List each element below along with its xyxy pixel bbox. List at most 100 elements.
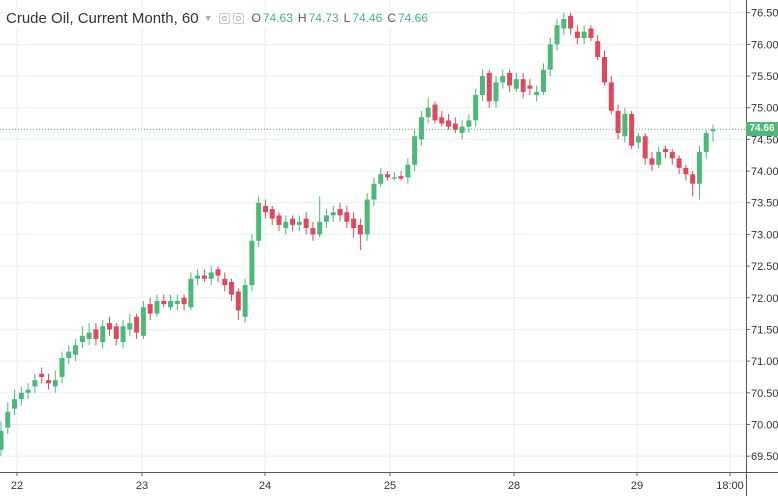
candle — [479, 69, 485, 102]
candle — [154, 294, 160, 317]
candle — [73, 338, 79, 362]
high-value: 74.73 — [308, 11, 339, 25]
candle — [229, 278, 235, 301]
candle — [452, 117, 458, 134]
price-tick-label: 74.00 — [751, 166, 778, 178]
candle — [100, 319, 106, 349]
candle — [79, 326, 85, 349]
candle — [296, 215, 302, 232]
candle — [256, 196, 262, 248]
candle — [527, 79, 533, 96]
candle — [188, 272, 194, 311]
last-price-badge: 74.66 — [746, 122, 778, 137]
candle — [0, 421, 4, 457]
candle — [425, 98, 431, 124]
chart-grid — [0, 0, 746, 472]
candle — [656, 145, 662, 168]
candle — [547, 38, 553, 77]
candle — [201, 269, 207, 282]
candle — [127, 313, 133, 336]
eye-icon[interactable] — [218, 12, 230, 24]
candle — [181, 294, 187, 311]
candle — [18, 386, 24, 406]
candle — [507, 69, 513, 92]
candle — [168, 294, 174, 311]
candle — [649, 152, 655, 172]
price-axis[interactable]: 69.50 70.00 70.50 71.00 71.50 72.00 72.50 73.00… — [746, 0, 778, 496]
price-tick-label: 71.50 — [751, 324, 778, 336]
candle — [378, 167, 384, 187]
symbol-title[interactable]: Crude Oil, Current Month, 60 — [6, 9, 199, 27]
price-tick-label: 72.00 — [751, 293, 778, 305]
candle — [690, 171, 696, 197]
price-tick-label: 73.50 — [751, 198, 778, 210]
candle — [208, 266, 214, 286]
time-tick-label: 18:00 — [716, 480, 744, 492]
candle — [581, 25, 587, 45]
price-tick-label: 76.00 — [751, 39, 778, 51]
candle — [540, 63, 546, 96]
candle — [554, 19, 560, 51]
candle — [615, 104, 621, 140]
price-tick-label: 75.50 — [751, 71, 778, 83]
candle — [262, 199, 268, 219]
candle — [629, 110, 635, 149]
time-tick-label: 29 — [631, 480, 643, 492]
candle — [622, 107, 628, 143]
price-tick-label: 75.00 — [751, 103, 778, 115]
candle — [459, 120, 465, 140]
candle — [561, 12, 567, 35]
candle — [113, 323, 119, 346]
candle — [418, 110, 424, 146]
time-tick-label: 28 — [508, 480, 520, 492]
candle — [344, 205, 350, 229]
candle — [32, 373, 38, 393]
candle — [215, 266, 221, 282]
candle — [703, 129, 709, 159]
candle — [595, 34, 601, 61]
candle — [432, 101, 438, 124]
settings-icon[interactable] — [232, 12, 244, 24]
candle — [683, 164, 689, 181]
close-label: C — [387, 11, 396, 25]
price-tick-label: 74.50 — [751, 134, 778, 146]
candle — [385, 171, 391, 181]
candle — [642, 133, 648, 165]
candle — [412, 129, 418, 172]
candle — [242, 278, 248, 324]
price-tick-label: 69.50 — [751, 451, 778, 463]
candle — [269, 205, 275, 225]
price-tick-label: 70.50 — [751, 388, 778, 400]
candle — [669, 148, 675, 165]
candle — [500, 69, 506, 89]
candle — [493, 76, 499, 108]
chevron-down-icon[interactable]: ▼ — [203, 13, 213, 23]
candle — [106, 316, 112, 336]
candle — [45, 373, 51, 390]
time-axis[interactable]: 22 23 24 25 28 29 18:00 — [0, 472, 778, 492]
candle — [371, 177, 377, 206]
candle — [317, 196, 323, 238]
price-tick-label: 73.00 — [751, 229, 778, 241]
candle — [12, 389, 18, 415]
candle — [357, 218, 363, 251]
candle — [635, 133, 641, 149]
candle — [696, 145, 702, 200]
candle — [161, 294, 167, 308]
price-tick-label: 76.50 — [751, 8, 778, 20]
candle — [25, 383, 31, 400]
candle — [5, 402, 11, 434]
candle — [513, 72, 519, 92]
candle — [520, 72, 526, 99]
candle — [140, 300, 146, 339]
candle — [710, 124, 716, 142]
candle — [486, 69, 492, 108]
candle — [174, 294, 180, 311]
candle — [330, 205, 336, 222]
candle — [283, 215, 289, 235]
candle — [195, 269, 201, 286]
low-value: 74.46 — [352, 11, 383, 25]
candle — [405, 158, 411, 184]
